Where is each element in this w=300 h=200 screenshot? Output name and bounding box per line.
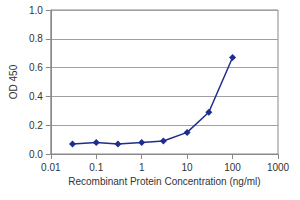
svg-text:10: 10 xyxy=(182,162,194,173)
svg-text:1: 1 xyxy=(139,162,145,173)
svg-text:0.6: 0.6 xyxy=(29,62,43,73)
svg-text:OD 450: OD 450 xyxy=(8,64,19,99)
svg-text:0.8: 0.8 xyxy=(29,33,43,44)
svg-text:100: 100 xyxy=(224,162,241,173)
svg-text:0.4: 0.4 xyxy=(29,91,43,102)
svg-text:1000: 1000 xyxy=(267,162,290,173)
svg-text:0.2: 0.2 xyxy=(29,120,43,131)
svg-text:1.0: 1.0 xyxy=(29,5,43,16)
svg-text:Recombinant Protein Concentrat: Recombinant Protein Concentration (ng/ml… xyxy=(68,176,260,187)
svg-text:0.1: 0.1 xyxy=(89,162,103,173)
svg-text:0.01: 0.01 xyxy=(41,162,61,173)
svg-text:0.0: 0.0 xyxy=(29,149,43,160)
